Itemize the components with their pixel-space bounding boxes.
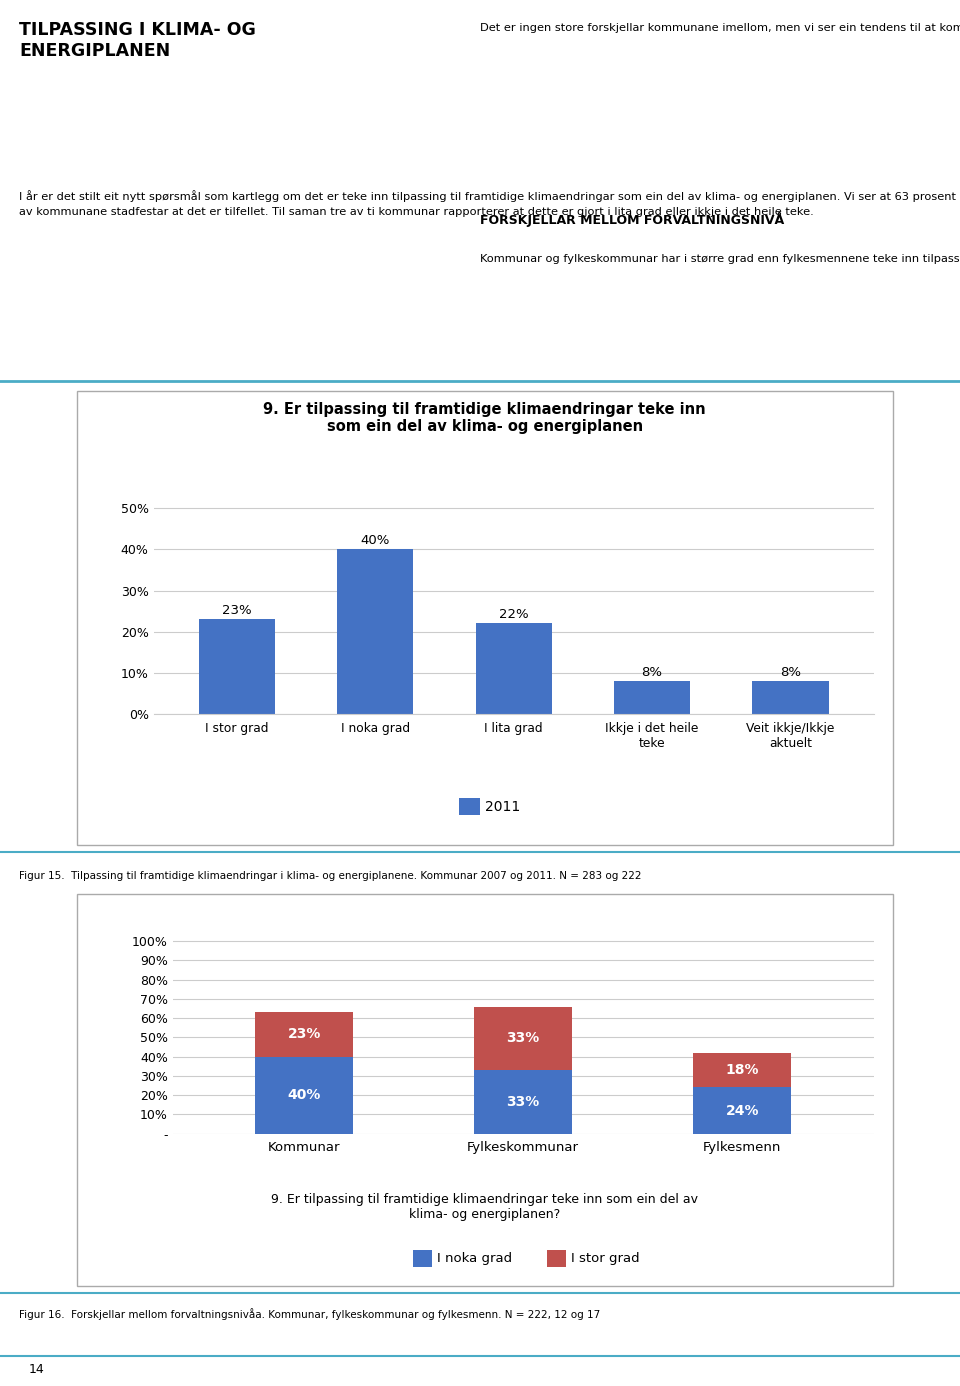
Bar [255, 1012, 353, 1056]
Bar [255, 1056, 353, 1134]
Text: Figur 16.  Forskjellar mellom forvaltningsnivåa. Kommunar, fylkeskommunar og fyl: Figur 16. Forskjellar mellom forvaltning… [19, 1308, 600, 1319]
Bar [693, 1053, 791, 1088]
Text: 24%: 24% [726, 1103, 759, 1117]
Text: 33%: 33% [507, 1095, 540, 1109]
Text: 9. Er tilpassing til framtidige klimaendringar teke inn
som ein del av klima- og: 9. Er tilpassing til framtidige klimaend… [263, 402, 707, 434]
Text: 14: 14 [29, 1362, 44, 1376]
Text: Kommunar og fylkeskommunar har i større grad enn fylkesmennene teke inn tilpassi: Kommunar og fylkeskommunar har i større … [480, 254, 960, 265]
Text: 8%: 8% [780, 665, 801, 679]
Text: 23%: 23% [287, 1027, 321, 1041]
Text: 9. Er tilpassing til framtidige klimaendringar teke inn som ein del av
klima- og: 9. Er tilpassing til framtidige klimaend… [272, 1193, 698, 1221]
Text: Figur 15.  Tilpassing til framtidige klimaendringar i klima- og energiplanene. K: Figur 15. Tilpassing til framtidige klim… [19, 870, 641, 881]
Text: 2011: 2011 [485, 800, 520, 814]
Bar [753, 681, 828, 714]
Text: 40%: 40% [360, 535, 390, 547]
Bar [199, 620, 275, 714]
Bar [337, 549, 413, 714]
Text: I år er det stilt eit nytt spørsmål som kartlegg om det er teke inn tilpassing t: I år er det stilt eit nytt spørsmål som … [19, 190, 956, 216]
Bar [474, 1070, 572, 1134]
Text: 18%: 18% [726, 1063, 759, 1077]
Text: 8%: 8% [641, 665, 662, 679]
Text: I noka grad: I noka grad [437, 1252, 512, 1265]
Text: 33%: 33% [507, 1031, 540, 1045]
Bar [474, 1006, 572, 1070]
Bar [475, 624, 552, 714]
Text: 23%: 23% [222, 604, 252, 617]
Text: FORSKJELLAR MELLOM FORVALTNINGSNIVÅ: FORSKJELLAR MELLOM FORVALTNINGSNIVÅ [480, 212, 784, 227]
Text: TILPASSING I KLIMA- OG
ENERGIPLANEN: TILPASSING I KLIMA- OG ENERGIPLANEN [19, 21, 256, 60]
Text: 22%: 22% [499, 608, 528, 621]
Bar [614, 681, 690, 714]
Text: I stor grad: I stor grad [571, 1252, 639, 1265]
Text: Det er ingen store forskjellar kommunane imellom, men vi ser ein tendens til at : Det er ingen store forskjellar kommunane… [480, 21, 960, 33]
Bar [693, 1088, 791, 1134]
Text: 40%: 40% [287, 1088, 321, 1102]
